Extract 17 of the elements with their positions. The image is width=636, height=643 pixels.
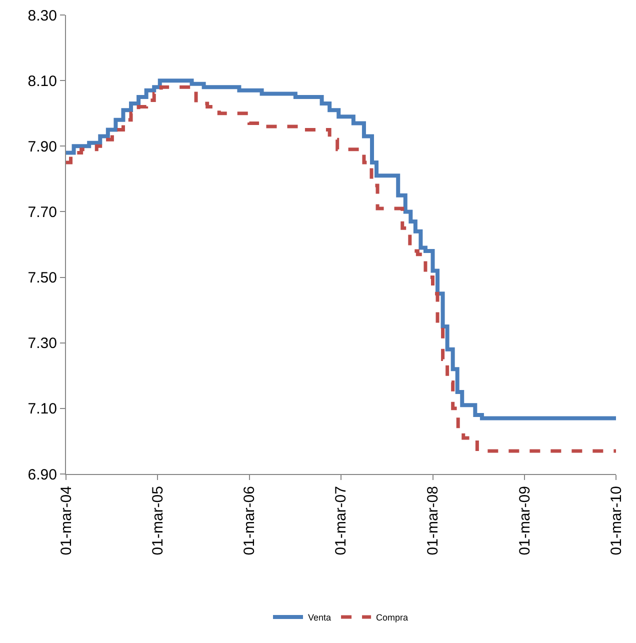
legend-label: Compra [376,612,408,623]
y-tick-label: 7.10 [28,400,57,418]
x-tick-label: 01-mar-06 [241,486,258,556]
y-tick-label: 7.30 [28,335,57,352]
x-tick-label: 01-mar-09 [516,486,534,556]
legend-label: Venta [308,612,332,623]
y-tick-label: 6.90 [28,466,57,484]
y-tick-label: 7.50 [28,270,57,287]
y-tick-label: 7.90 [28,138,57,156]
y-tick-label: 7.70 [28,204,57,221]
x-tick-label: 01-mar-04 [58,486,75,556]
x-tick-label: 01-mar-07 [332,486,350,556]
x-tick-label: 01-mar-08 [424,486,442,556]
x-tick-label: 01-mar-05 [149,486,166,556]
y-tick-label: 8.30 [28,7,57,24]
x-tick-label: 01-mar-10 [608,486,625,556]
y-tick-label: 8.10 [28,72,57,90]
